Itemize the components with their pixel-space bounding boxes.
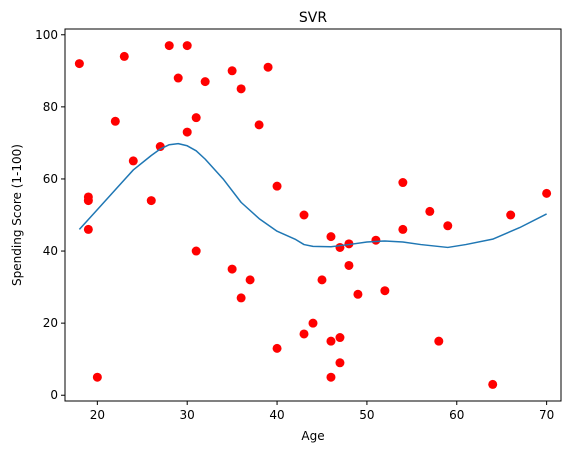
data-point-4 xyxy=(92,372,102,382)
data-point-30 xyxy=(326,232,336,242)
plot-content xyxy=(74,41,552,389)
data-point-47 xyxy=(506,210,516,220)
data-point-3 xyxy=(83,224,93,234)
data-point-18 xyxy=(227,264,237,274)
data-point-25 xyxy=(272,343,282,353)
data-point-31 xyxy=(326,336,336,346)
data-point-6 xyxy=(119,51,129,61)
data-point-23 xyxy=(263,62,273,72)
x-axis-label: Age xyxy=(301,429,324,443)
data-point-0 xyxy=(74,59,84,69)
y-axis-label: Spending Score (1-100) xyxy=(10,144,24,286)
data-point-48 xyxy=(542,188,552,198)
data-point-7 xyxy=(128,156,138,166)
data-point-35 xyxy=(335,358,345,368)
data-point-22 xyxy=(254,120,264,130)
data-point-14 xyxy=(191,113,201,123)
plot-frame xyxy=(64,28,562,402)
x-tick-label-20: 20 xyxy=(90,408,105,422)
data-point-29 xyxy=(317,275,327,285)
x-tick-label-70: 70 xyxy=(539,408,554,422)
data-point-33 xyxy=(335,242,345,252)
data-point-42 xyxy=(398,224,408,234)
y-tick-label-40: 40 xyxy=(43,244,58,258)
x-tick-label-30: 30 xyxy=(180,408,195,422)
chart-title: SVR xyxy=(299,10,327,26)
data-point-20 xyxy=(236,293,246,303)
data-point-26 xyxy=(299,210,309,220)
data-point-39 xyxy=(371,235,381,245)
data-point-40 xyxy=(380,286,390,296)
data-point-13 xyxy=(182,127,192,137)
data-point-28 xyxy=(308,318,318,328)
data-point-19 xyxy=(236,84,246,94)
data-point-32 xyxy=(326,372,336,382)
data-point-10 xyxy=(164,41,174,51)
y-tick-label-60: 60 xyxy=(43,172,58,186)
y-tick-label-100: 100 xyxy=(35,28,58,42)
data-point-11 xyxy=(173,73,183,83)
data-point-2 xyxy=(83,196,93,206)
x-tick-label-60: 60 xyxy=(449,408,464,422)
data-point-44 xyxy=(434,336,444,346)
x-tick-label-40: 40 xyxy=(269,408,284,422)
data-point-46 xyxy=(488,379,498,389)
data-point-8 xyxy=(146,196,156,206)
x-tick-label-50: 50 xyxy=(359,408,374,422)
data-point-15 xyxy=(191,246,201,256)
y-tick-label-80: 80 xyxy=(43,100,58,114)
data-point-45 xyxy=(443,221,453,231)
data-point-37 xyxy=(344,260,354,270)
svr-prediction-line xyxy=(78,142,547,249)
data-point-43 xyxy=(425,206,435,216)
data-point-5 xyxy=(110,116,120,126)
data-point-41 xyxy=(398,178,408,188)
data-point-24 xyxy=(272,181,282,191)
data-point-16 xyxy=(200,77,210,87)
y-tick-label-20: 20 xyxy=(43,316,58,330)
axes-layer: 20 30 40 50 60 70 0 20 40 60 80 100 xyxy=(35,28,562,422)
data-point-27 xyxy=(299,329,309,339)
y-tick-label-0: 0 xyxy=(50,388,58,402)
data-point-21 xyxy=(245,275,255,285)
data-point-38 xyxy=(353,289,363,299)
data-point-17 xyxy=(227,66,237,76)
data-point-12 xyxy=(182,41,192,51)
data-point-34 xyxy=(335,333,345,343)
